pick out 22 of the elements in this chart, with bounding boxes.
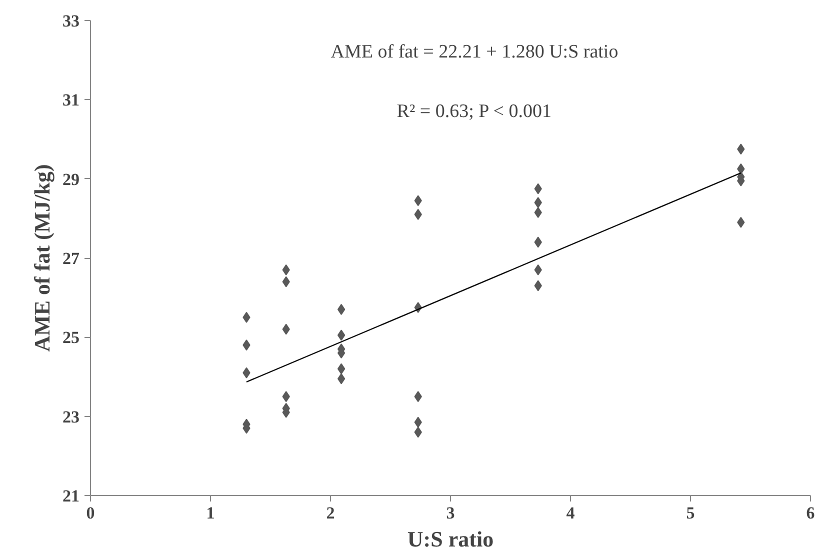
y-tick-label: 27 <box>62 249 80 268</box>
y-tick-label: 31 <box>62 90 80 110</box>
point <box>337 363 346 374</box>
x-tick-label: 2 <box>326 504 335 522</box>
x-tick-label: 1 <box>206 504 215 522</box>
x-tick-label: 6 <box>806 504 815 522</box>
x-tick-label: 5 <box>686 504 695 522</box>
point <box>337 373 346 384</box>
x-axis-title: U:S ratio <box>407 526 494 552</box>
point <box>337 330 346 341</box>
annotation: AME of fat = 22.21 + 1.280 U:S ratio <box>330 42 618 63</box>
y-axis-title: AME of fat (MJ/kg) <box>30 164 54 352</box>
y-tick-label: 29 <box>62 170 80 189</box>
y-tick-label: 33 <box>62 12 80 30</box>
x-tick-label: 0 <box>86 504 95 522</box>
annotation: R² = 0.63; P < 0.001 <box>396 101 552 122</box>
x-tick-label: 4 <box>566 504 576 522</box>
y-tick-label: 23 <box>62 407 80 426</box>
point <box>337 304 346 315</box>
y-tick-label: 25 <box>62 328 80 348</box>
x-tick-label: 3 <box>446 504 455 522</box>
y-tick-label: 21 <box>62 486 80 506</box>
